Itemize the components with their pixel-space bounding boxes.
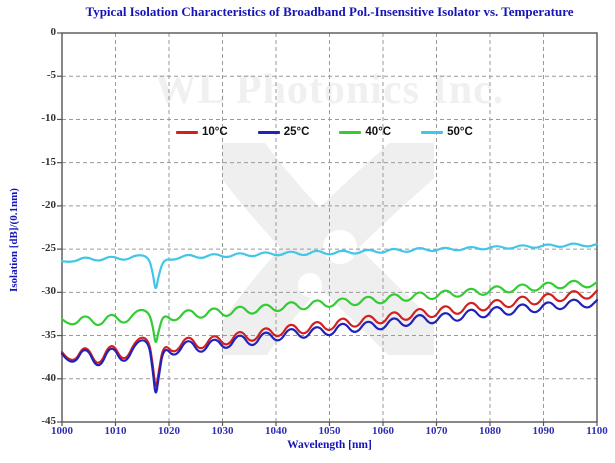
y-tick-label: -15 [41,155,56,168]
y-tick-label: -20 [41,198,56,211]
y-tick-label: -45 [41,415,56,427]
x-tick-label: 1070 [425,425,448,437]
legend-item-40C: 40°C [339,126,391,138]
x-tick-label: 1000 [51,425,73,437]
legend-label: 40°C [365,126,392,138]
y-tick-label: 0 [50,26,57,38]
legend-item-50C: 50°C [421,126,473,138]
legend-swatch [176,130,198,134]
legend-label: 25°C [283,126,310,138]
legend-label: 50°C [447,126,473,138]
x-axis-title: Wavelength [nm] [287,439,372,451]
y-tick-label: -35 [41,328,56,341]
legend-swatch [421,130,444,134]
x-tick-label: 1060 [372,425,394,437]
x-tick-label: 1030 [211,425,234,437]
x-tick-label: 1020 [158,425,180,437]
legend-swatch [257,130,280,134]
x-tick-label: 1080 [479,425,501,437]
legend-item-25C: 25°C [257,126,310,138]
y-tick-label: -25 [41,242,56,255]
chart-title: Typical Isolation Characteristics of Bro… [85,4,574,19]
y-tick-label: -40 [41,371,56,384]
chart-legend: 10°C 25°C 40°C 50°C [176,126,473,138]
plot-frame [61,32,598,423]
x-tick-label: 1090 [532,425,555,437]
legend-swatch [339,130,362,134]
x-tick-label: 1010 [104,425,127,437]
series-line-40C [60,279,599,343]
y-tick-label: -10 [41,112,56,125]
y-tick-label: -30 [41,285,56,298]
x-tick-label: 1040 [265,425,287,437]
x-tick-label: 1050 [318,425,341,437]
legend-item-10C: 10°C [176,126,228,138]
x-tick-label: 1100 [586,425,608,437]
legend-label: 10°C [202,126,228,138]
y-tick-label: -5 [46,69,56,82]
